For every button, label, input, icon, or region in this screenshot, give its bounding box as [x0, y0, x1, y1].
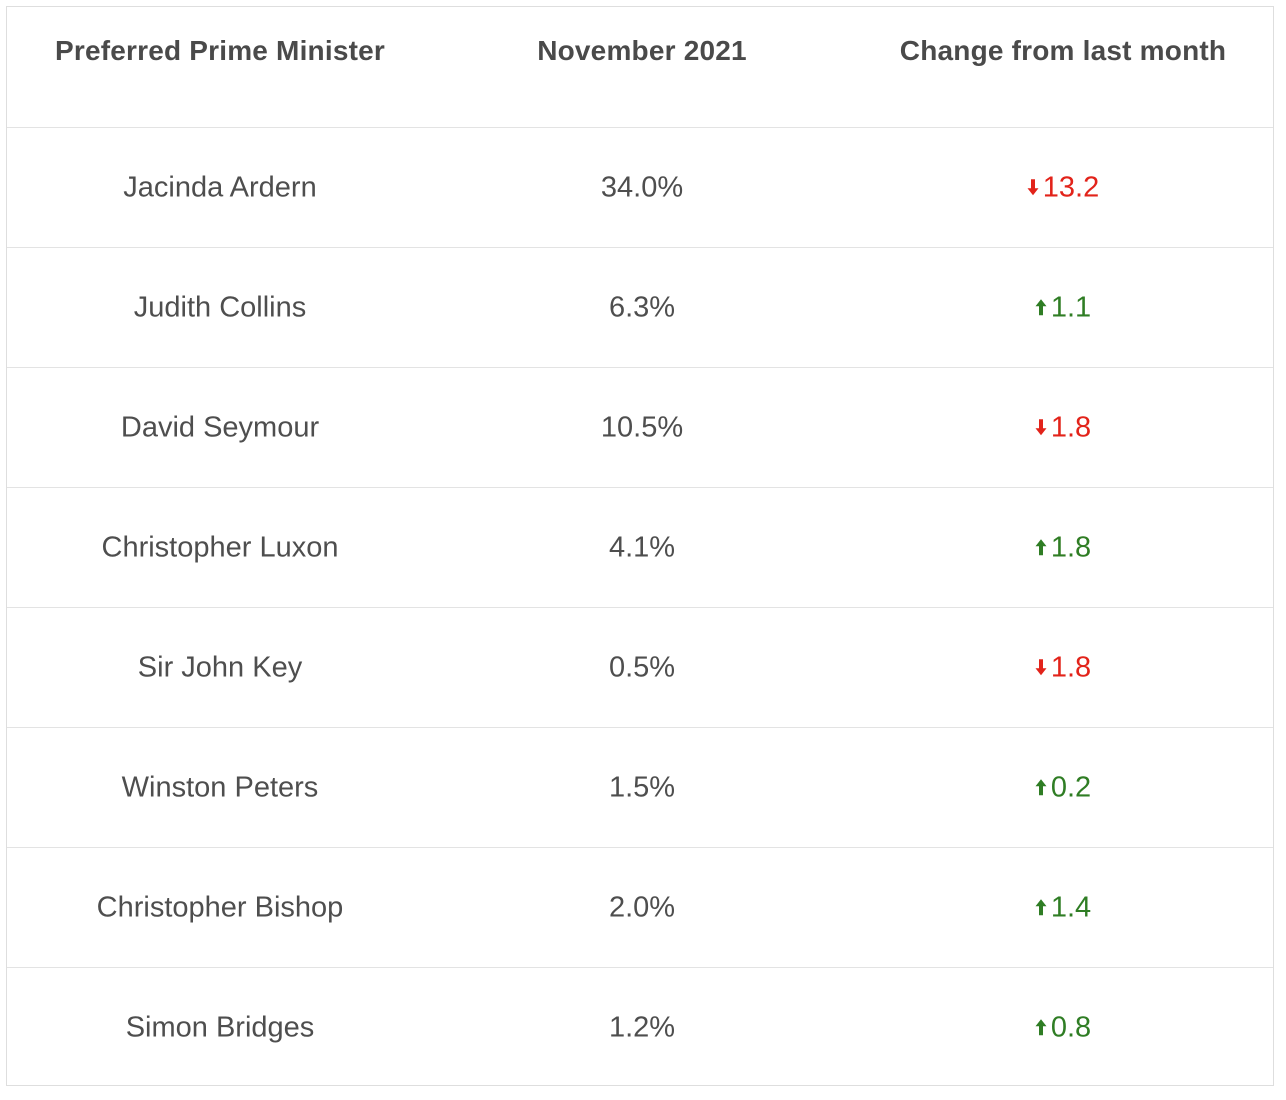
change-value-up: 0.2	[1035, 771, 1091, 804]
table-row: Jacinda Ardern 34.0% 13.2	[7, 127, 1273, 247]
november-2021-value: 2.0%	[608, 891, 676, 923]
candidate-name: Simon Bridges	[125, 1011, 315, 1043]
change-number: 0.2	[1050, 770, 1092, 803]
change-cell: 1.4	[851, 891, 1275, 925]
candidate-name: Judith Collins	[133, 291, 307, 323]
table-row: Winston Peters 1.5% 0.2	[7, 727, 1273, 847]
candidate-name: Christopher Luxon	[101, 531, 339, 563]
candidate-name: Christopher Bishop	[96, 891, 344, 923]
arrow-up-icon	[1035, 899, 1047, 916]
november-2021-value: 4.1%	[608, 531, 676, 563]
table-row: Christopher Luxon 4.1% 1.8	[7, 487, 1273, 607]
change-value-down: 1.8	[1035, 411, 1091, 444]
change-number: 1.4	[1050, 890, 1092, 923]
change-value-up: 1.8	[1035, 531, 1091, 564]
change-value-up: 0.8	[1035, 1011, 1091, 1044]
change-value-down: 13.2	[1027, 171, 1099, 204]
table-row: David Seymour 10.5% 1.8	[7, 367, 1273, 487]
change-number: 13.2	[1042, 170, 1100, 203]
change-number: 1.8	[1050, 410, 1092, 443]
candidate-name: David Seymour	[120, 411, 320, 443]
table-header-row: Preferred Prime Minister November 2021 C…	[7, 7, 1273, 127]
change-cell: 0.2	[851, 771, 1275, 805]
change-number: 1.8	[1050, 650, 1092, 683]
arrow-down-icon	[1027, 179, 1039, 196]
november-2021-value: 34.0%	[600, 171, 684, 203]
november-2021-value: 1.2%	[608, 1011, 676, 1043]
table-row: Sir John Key 0.5% 1.8	[7, 607, 1273, 727]
header-preferred-prime-minister: Preferred Prime Minister	[54, 35, 386, 66]
november-2021-value: 6.3%	[608, 291, 676, 323]
candidate-name: Sir John Key	[137, 651, 303, 683]
arrow-up-icon	[1035, 299, 1047, 316]
table-row: Christopher Bishop 2.0% 1.4	[7, 847, 1273, 967]
arrow-up-icon	[1035, 1019, 1047, 1036]
change-cell: 1.8	[851, 411, 1275, 445]
change-number: 0.8	[1050, 1010, 1092, 1043]
preferred-pm-table: Preferred Prime Minister November 2021 C…	[6, 6, 1274, 1086]
candidate-name: Winston Peters	[121, 771, 319, 803]
november-2021-value: 10.5%	[600, 411, 684, 443]
change-number: 1.8	[1050, 530, 1092, 563]
change-value-up: 1.1	[1035, 291, 1091, 324]
change-cell: 0.8	[851, 1011, 1275, 1045]
arrow-down-icon	[1035, 419, 1047, 436]
change-number: 1.1	[1050, 290, 1092, 323]
november-2021-value: 0.5%	[608, 651, 676, 683]
header-change-from-last-month: Change from last month	[899, 35, 1227, 66]
arrow-up-icon	[1035, 539, 1047, 556]
change-value-up: 1.4	[1035, 891, 1091, 924]
table-row: Judith Collins 6.3% 1.1	[7, 247, 1273, 367]
change-cell: 1.8	[851, 531, 1275, 565]
arrow-up-icon	[1035, 779, 1047, 796]
change-value-down: 1.8	[1035, 651, 1091, 684]
change-cell: 13.2	[851, 171, 1275, 205]
arrow-down-icon	[1035, 659, 1047, 676]
candidate-name: Jacinda Ardern	[123, 171, 317, 203]
header-november-2021: November 2021	[537, 35, 747, 66]
change-cell: 1.1	[851, 291, 1275, 325]
change-cell: 1.8	[851, 651, 1275, 685]
table-row: Simon Bridges 1.2% 0.8	[7, 967, 1273, 1087]
november-2021-value: 1.5%	[608, 771, 676, 803]
